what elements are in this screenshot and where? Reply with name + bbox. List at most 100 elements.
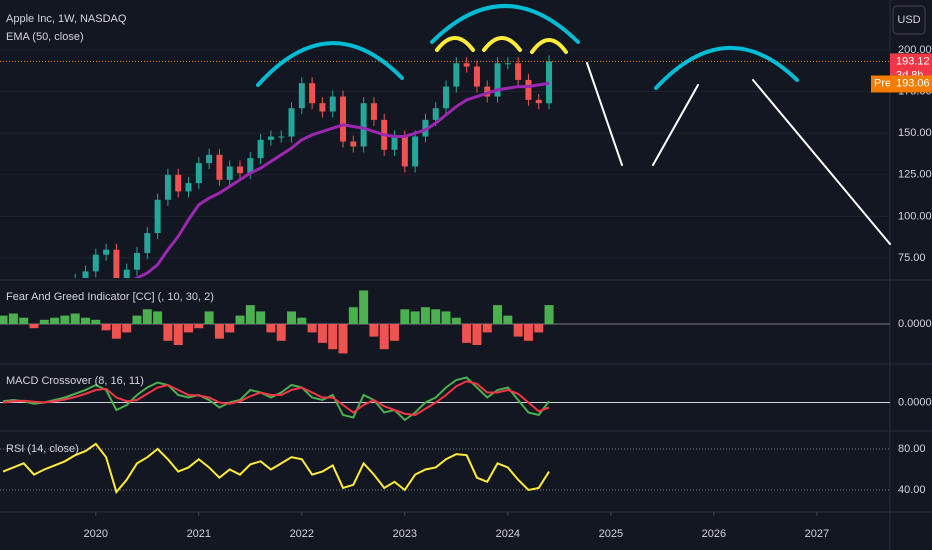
- candle: [391, 136, 398, 150]
- histogram-bar: [163, 324, 173, 341]
- candle: [92, 254, 99, 272]
- histogram-bar: [50, 317, 60, 324]
- candle: [484, 86, 491, 97]
- candle: [525, 79, 532, 100]
- candle: [340, 96, 347, 142]
- x-tick-label: 2026: [702, 528, 726, 540]
- y-tick-label: 125.00: [898, 169, 932, 181]
- candle: [401, 136, 408, 167]
- histogram-bar: [194, 324, 204, 329]
- histogram-bar: [204, 311, 214, 324]
- histogram-bar: [503, 315, 513, 324]
- drawing-arc: [530, 38, 568, 54]
- pane: [0, 49, 890, 278]
- candle: [113, 249, 120, 278]
- histogram-bar: [132, 315, 142, 324]
- x-tick-label: 2020: [84, 528, 108, 540]
- candle: [432, 108, 439, 120]
- histogram-bar: [297, 317, 307, 324]
- x-tick-label: 2027: [805, 528, 829, 540]
- candle: [226, 166, 233, 180]
- candle: [350, 141, 357, 147]
- candle: [123, 269, 130, 278]
- y-tick-label: 0.0000: [898, 318, 932, 330]
- ema-line: [133, 81, 550, 278]
- candle: [267, 136, 274, 140]
- candle: [216, 154, 223, 180]
- session-price-badge: [890, 75, 932, 93]
- drawing-arc: [256, 41, 404, 87]
- histogram-bar: [256, 311, 266, 324]
- y-tick-label: 150.00: [898, 127, 932, 139]
- histogram-bar: [29, 324, 39, 329]
- histogram-bar: [400, 309, 410, 324]
- histogram-bar: [420, 307, 430, 324]
- histogram-bar: [153, 311, 163, 324]
- histogram-bar: [338, 324, 348, 354]
- histogram-bar: [317, 324, 327, 343]
- candle: [370, 103, 377, 120]
- currency-button[interactable]: [892, 5, 926, 35]
- candle: [185, 183, 192, 192]
- histogram-bar: [482, 324, 492, 333]
- histogram-bar: [19, 317, 29, 324]
- candle: [288, 108, 295, 137]
- indicator-line: [2, 442, 550, 495]
- candle: [412, 136, 419, 167]
- candle: [319, 103, 326, 112]
- candle: [309, 83, 316, 104]
- drawing-arc: [435, 36, 475, 52]
- histogram-bar: [287, 311, 297, 324]
- histogram-bar: [225, 324, 235, 333]
- histogram-bar: [472, 324, 482, 345]
- session-price-label: 193.06: [896, 77, 930, 89]
- y-tick-label: 200.00: [898, 44, 932, 56]
- histogram-bar: [379, 324, 389, 350]
- session-label: Pre: [874, 77, 891, 89]
- histogram-bar: [328, 324, 338, 350]
- candle: [164, 174, 171, 200]
- histogram-bar: [266, 324, 276, 333]
- histogram-bar: [523, 324, 533, 341]
- drawing-arc: [482, 36, 522, 52]
- candle: [473, 66, 480, 87]
- candle: [298, 83, 305, 109]
- x-tick-label: 2021: [187, 528, 211, 540]
- histogram-bar: [101, 324, 111, 331]
- y-tick-label: 75.00: [898, 252, 926, 264]
- currency-label[interactable]: USD: [897, 14, 920, 26]
- histogram-bar: [122, 324, 132, 333]
- histogram-bar: [544, 305, 554, 324]
- y-tick-label: 0.0000: [898, 396, 932, 408]
- candle: [257, 139, 264, 159]
- histogram-bar: [410, 311, 420, 324]
- last-price-label: 193.12: [896, 55, 930, 67]
- y-tick-label: 80.00: [898, 443, 926, 455]
- histogram-bar: [111, 324, 121, 339]
- histogram-bar: [184, 324, 194, 333]
- histogram-bar: [348, 307, 358, 324]
- drawing-line: [752, 79, 891, 245]
- drawing-arc: [430, 4, 580, 44]
- histogram-bar: [173, 324, 183, 345]
- candle: [195, 163, 202, 184]
- x-tick-label: 2022: [290, 528, 314, 540]
- histogram-bar: [80, 317, 90, 324]
- candle: [175, 174, 182, 192]
- indicator-title: EMA (50, close): [6, 31, 84, 43]
- drawing-line: [652, 84, 699, 166]
- candle: [329, 96, 336, 112]
- candle: [278, 136, 285, 138]
- histogram-bar: [276, 324, 286, 341]
- candle: [247, 158, 254, 174]
- histogram-bar: [513, 324, 523, 337]
- histogram-bar: [307, 324, 317, 333]
- candle: [535, 99, 542, 104]
- candle: [360, 103, 367, 147]
- histogram-bar: [91, 319, 101, 324]
- candle: [463, 63, 470, 67]
- histogram-bar: [60, 315, 70, 324]
- candle: [546, 61, 553, 104]
- candle: [453, 63, 460, 87]
